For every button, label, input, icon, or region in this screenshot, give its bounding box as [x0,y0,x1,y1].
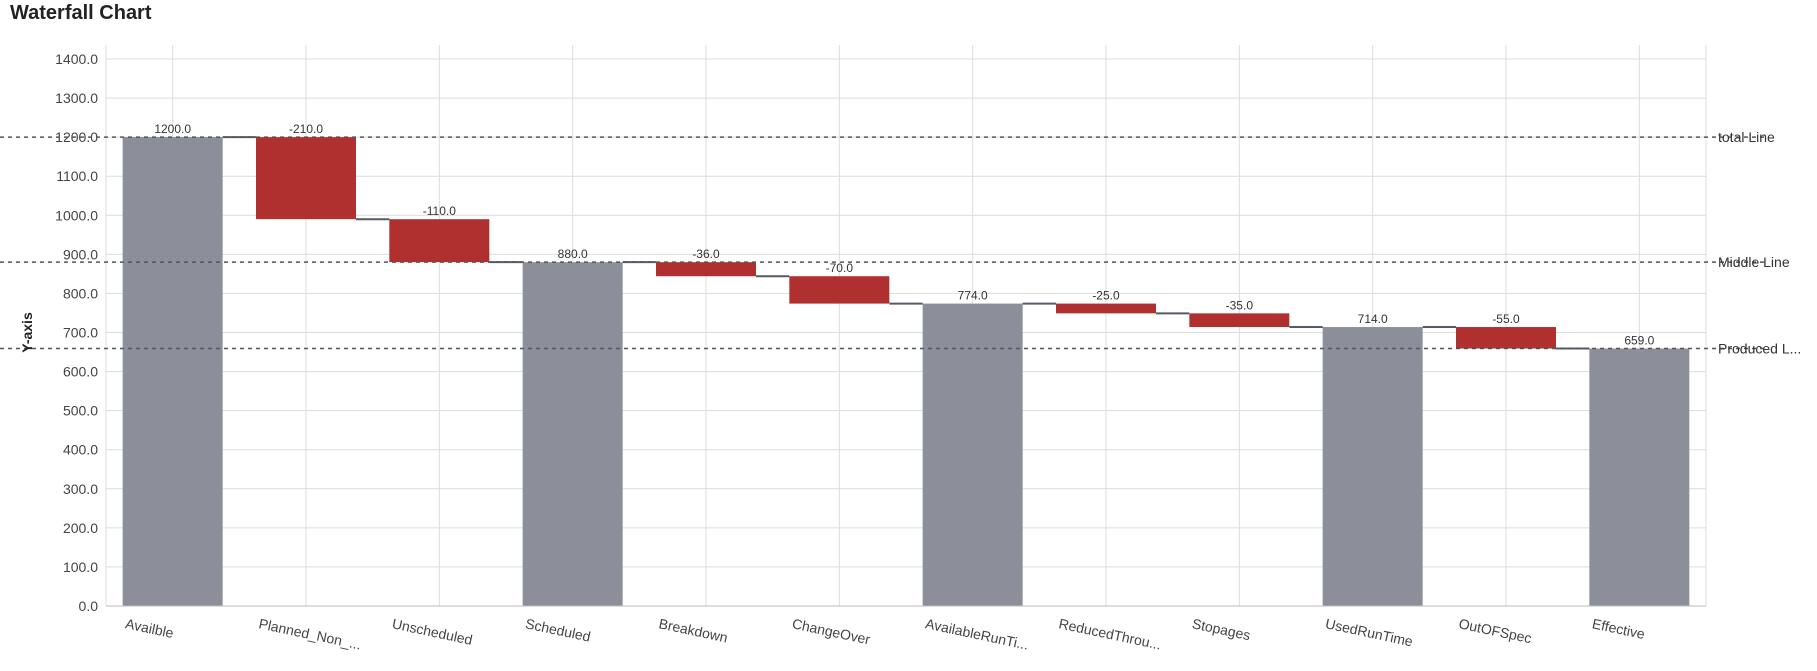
chart-title: Waterfall Chart [10,2,152,24]
decrease-bar [656,262,756,277]
y-tick-label: 300.0 [63,481,98,497]
y-tick-label: 600.0 [63,364,98,380]
decrease-bar [1056,303,1156,314]
decrease-bar [1456,327,1556,349]
data-label: 714.0 [1358,312,1388,326]
y-tick-label: 1100.0 [56,168,98,184]
data-label: 880.0 [558,247,588,261]
y-axis-label: Y-axis [19,312,35,353]
y-tick-label: 800.0 [63,285,98,301]
total-bar [1322,327,1423,606]
x-tick-label: Availble [124,615,175,641]
x-axis: Availble Planned_Non_... Unscheduled Schedu… [106,605,1706,653]
x-tick-label: Planned_Non_... [257,615,362,652]
x-tick-label: Effective [1591,615,1647,642]
x-tick-label: Scheduled [524,615,592,644]
y-axis: 0.0 100.0 200.0 300.0 400.0 500.0 600.0 700.0 80… [55,51,98,614]
reference-line-label: total Line [1718,129,1775,145]
data-label: -35.0 [1226,298,1254,312]
decrease-bar [389,219,490,263]
reference-lines: total Line Middle Line Produced L... [0,129,1801,357]
x-tick-label: Unscheduled [391,615,474,648]
x-tick-label: Stopages [1191,615,1252,643]
y-tick-label: 1000.0 [55,207,98,223]
decrease-bar [1189,313,1290,328]
y-tick-label: 700.0 [63,325,98,341]
y-tick-label: 200.0 [63,520,98,536]
bars [122,137,1690,606]
y-tick-label: 1300.0 [55,90,98,106]
data-label: -110.0 [423,204,456,218]
data-label: 659.0 [1624,334,1654,348]
y-tick-label: 1200.0 [55,129,98,145]
decrease-bar [789,276,890,304]
data-label: 1200.0 [154,122,191,136]
total-bar [922,303,1023,606]
data-label: -210.0 [289,122,323,136]
x-tick-label: ChangeOver [791,615,872,647]
data-label: 774.0 [958,289,988,303]
y-tick-label: 1400.0 [55,51,98,67]
data-label: -55.0 [1492,312,1520,326]
y-tick-label: 400.0 [63,442,98,458]
total-bar [522,262,623,606]
grid-lines [105,45,1707,607]
reference-line-label: Middle Line [1718,254,1790,270]
data-label: -25.0 [1092,289,1120,303]
total-bar [1589,348,1690,606]
x-tick-label: OutOFSpec [1457,615,1533,646]
x-tick-label: ReducedThrou... [1057,615,1162,652]
data-label: -70.0 [826,261,854,275]
reference-line-label: Produced L... [1718,341,1801,357]
decrease-bar [256,137,356,220]
data-label: -36.0 [692,247,720,261]
total-bar [122,137,223,606]
data-labels: 1200.0 -210.0 -110.0 880.0 -36.0 -70.0 774.0 -2… [154,122,1654,347]
x-tick-label: AvailableRunTi... [924,615,1030,652]
x-tick-label: Breakdown [657,615,729,645]
y-tick-label: 100.0 [63,559,98,575]
y-tick-label: 900.0 [63,246,98,262]
y-tick-label: 0.0 [79,598,99,614]
x-tick-label: UsedRunTime [1324,615,1415,649]
y-tick-label: 500.0 [63,403,98,419]
